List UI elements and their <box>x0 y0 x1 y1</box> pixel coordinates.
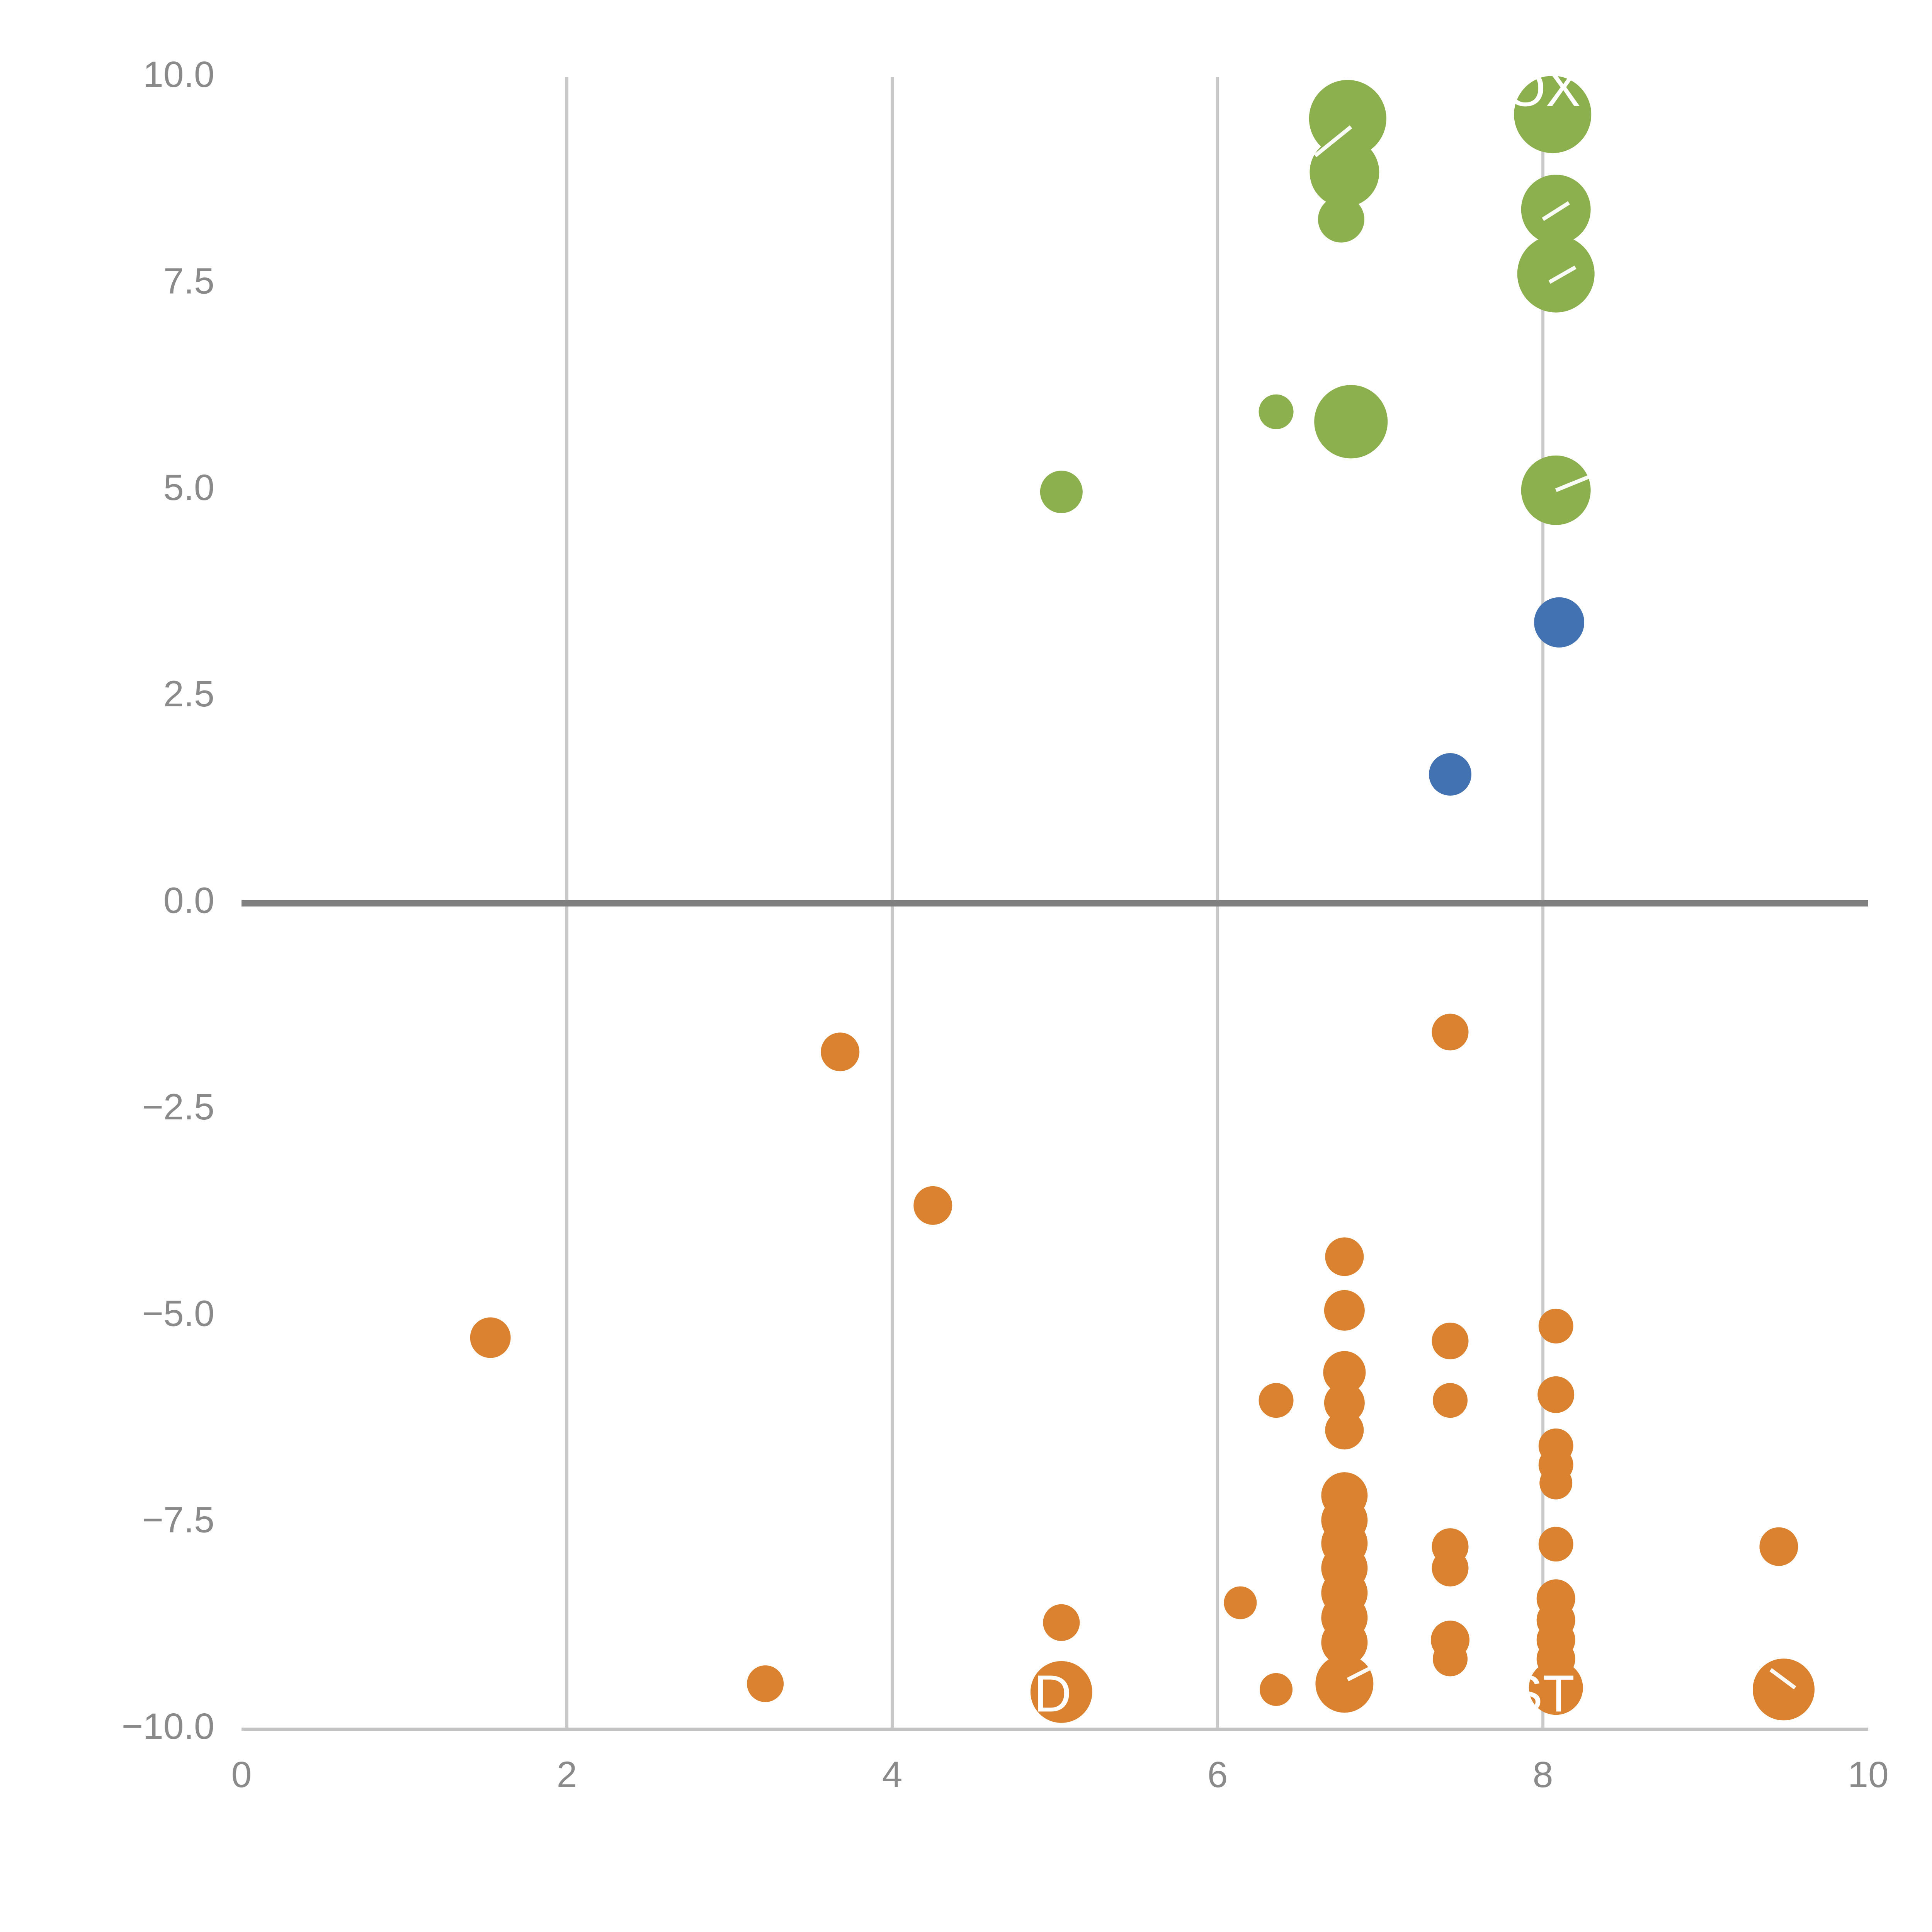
bubble-orange-bubbles <box>1315 1655 1374 1713</box>
x-tick-label: 8 <box>1533 1754 1553 1795</box>
y-tick-label: 2.5 <box>163 673 214 714</box>
bubble-orange-bubbles <box>1260 1673 1293 1706</box>
y-tick-label: −2.5 <box>142 1087 214 1128</box>
bubble-green-bubbles <box>1517 235 1595 313</box>
label-leader-line <box>1542 201 1570 221</box>
bubble-green-bubbles <box>1318 196 1364 243</box>
y-tick-label: 5.0 <box>163 467 214 508</box>
y-tick-label: 7.5 <box>163 260 214 301</box>
bubble-orange-bubbles <box>1432 1322 1469 1359</box>
y-tick-label: −10.0 <box>122 1706 214 1747</box>
bubble-orange-bubbles <box>1529 1661 1583 1715</box>
bubble-orange-bubbles <box>1324 1290 1365 1331</box>
x-tick-label: 4 <box>882 1754 903 1795</box>
bubble-orange-bubbles <box>1537 1376 1575 1413</box>
bubble-orange-bubbles <box>1753 1658 1815 1721</box>
bubble-orange-bubbles <box>1321 1619 1368 1666</box>
bubble-orange-bubbles <box>1323 1351 1366 1394</box>
bubble-orange-bubbles <box>1043 1604 1080 1641</box>
label-leader-line <box>1314 125 1352 157</box>
x-tick-label: 2 <box>557 1754 577 1795</box>
bubble-orange-bubbles <box>1259 1383 1294 1418</box>
label-leader-line <box>1769 1668 1796 1690</box>
bubble-label: ST <box>1508 1664 1575 1723</box>
y-tick-label: 0.0 <box>163 880 214 921</box>
x-tick-label: 6 <box>1208 1754 1228 1795</box>
label-leader-line <box>1555 475 1589 492</box>
bubble-orange-bubbles <box>1030 1661 1092 1723</box>
bubble-label: AD <box>999 1664 1072 1723</box>
y-tick-label: 10.0 <box>143 54 214 95</box>
bubble-orange-bubbles <box>1538 1308 1573 1344</box>
bubble-green-bubbles <box>1514 76 1592 153</box>
bubble-orange-bubbles <box>1325 1411 1364 1450</box>
bubble-orange-bubbles <box>747 1665 784 1702</box>
x-tick-label: 0 <box>231 1754 252 1795</box>
bubble-orange-bubbles <box>1433 1383 1468 1418</box>
label-leader-line <box>1347 1661 1381 1682</box>
bubble-blue-bubbles <box>1534 597 1585 648</box>
bubble-orange-bubbles <box>913 1186 952 1225</box>
bubble-orange-bubbles <box>1432 1549 1469 1587</box>
bubble-green-bubbles <box>1040 471 1083 514</box>
y-tick-label: −7.5 <box>142 1500 214 1541</box>
bubble-orange-bubbles <box>1539 1466 1573 1500</box>
bubble-label: OX <box>1505 59 1580 117</box>
bubble-green-bubbles <box>1309 80 1386 157</box>
bubble-orange-bubbles <box>1538 1527 1573 1562</box>
bubble-green-bubbles <box>1259 394 1294 429</box>
bubble-green-bubbles <box>1314 385 1388 459</box>
x-tick-label: 10 <box>1848 1754 1889 1795</box>
y-tick-label: −5.0 <box>142 1293 214 1334</box>
bubble-orange-bubbles <box>470 1317 511 1358</box>
bubble-blue-bubbles <box>1429 753 1472 796</box>
bubble-orange-bubbles <box>821 1032 860 1071</box>
label-leader-line <box>1548 265 1577 284</box>
bubble-orange-bubbles <box>1433 1641 1468 1677</box>
bubble-orange-bubbles <box>1325 1237 1364 1276</box>
bubble-orange-bubbles <box>1224 1586 1257 1619</box>
bubble-orange-bubbles <box>1759 1527 1798 1566</box>
bubble-orange-bubbles <box>1432 1014 1469 1051</box>
bubble-green-bubbles <box>1310 137 1379 207</box>
bubble-orange-bubbles <box>1324 1383 1365 1423</box>
